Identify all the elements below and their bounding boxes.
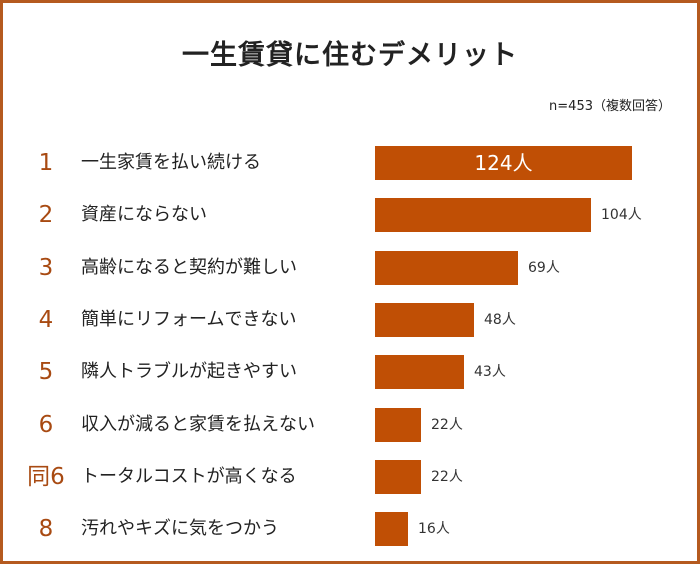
rank-label: 4	[38, 306, 54, 333]
bar-row: 6 収入が減ると家賃を払えない 22人	[3, 407, 697, 442]
bar-row: 1 一生家賃を払い続ける 124人	[3, 146, 697, 180]
value-label: 43人	[474, 364, 506, 381]
bar	[375, 146, 632, 180]
category-label: 資産にならない	[81, 204, 207, 226]
category-label: 隣人トラブルが起きやすい	[81, 361, 297, 383]
value-label: 104人	[601, 207, 642, 224]
bar	[375, 407, 421, 442]
value-label: 69人	[528, 259, 560, 276]
value-label: 16人	[418, 521, 450, 538]
category-label: 簡単にリフォームできない	[81, 308, 297, 330]
bar-row: 2 資産にならない 104人	[3, 198, 697, 233]
sample-size-note: n=453（複数回答）	[549, 99, 671, 114]
rank-label: 8	[38, 516, 54, 543]
bar-row: 同6 トータルコストが高くなる 22人	[3, 459, 697, 494]
value-label: 48人	[484, 311, 516, 328]
rank-label: 同6	[27, 463, 65, 490]
bar-row: 8 汚れやキズに気をつかう 16人	[3, 512, 697, 547]
bar	[375, 512, 408, 547]
chart-title: 一生賃貸に住むデメリット	[182, 40, 518, 71]
rank-label: 1	[38, 150, 54, 176]
value-label: 22人	[431, 416, 463, 433]
bar-row: 5 隣人トラブルが起きやすい 43人	[3, 355, 697, 390]
bar-row: 4 簡単にリフォームできない 48人	[3, 302, 697, 337]
category-label: 一生家賃を払い続ける	[81, 152, 261, 173]
bar	[375, 250, 518, 285]
bar-row: 3 高齢になると契約が難しい 69人	[3, 250, 697, 285]
category-label: 高齢になると契約が難しい	[81, 256, 297, 278]
category-label: 汚れやキズに気をつかう	[81, 518, 279, 540]
rank-label: 6	[38, 411, 54, 438]
category-label: 収入が減ると家賃を払えない	[81, 413, 315, 435]
rank-label: 5	[38, 359, 54, 386]
value-label: 124人	[474, 151, 533, 175]
bar	[375, 459, 421, 494]
bar	[375, 355, 464, 390]
bar	[375, 198, 591, 233]
bar	[375, 302, 474, 337]
value-label: 22人	[431, 468, 463, 485]
rank-label: 2	[38, 202, 54, 229]
rank-label: 3	[38, 254, 54, 281]
category-label: トータルコストが高くなる	[81, 465, 297, 487]
